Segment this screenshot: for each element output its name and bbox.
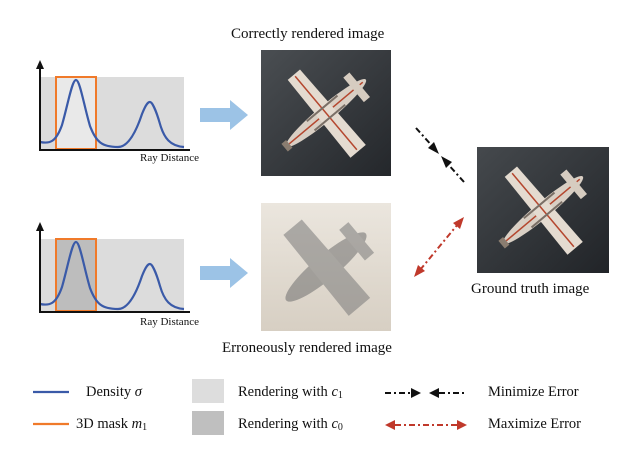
density-legend-label: Density σ xyxy=(86,384,142,400)
airplane-photo-icon xyxy=(498,166,587,255)
right-arrow-icon xyxy=(200,100,248,130)
density-curve xyxy=(39,240,185,311)
mask-legend-label: 3D mask m1 xyxy=(76,416,148,433)
rendering-c0-region xyxy=(55,238,97,312)
bottom-density-plot xyxy=(36,222,190,313)
maximize-error-arrows xyxy=(414,217,464,277)
rendering-c0-legend-label: Rendering with c0 xyxy=(238,416,343,433)
erroneous-render-title: Erroneously rendered image xyxy=(222,340,392,356)
minimize-error-arrows xyxy=(415,127,465,183)
rendering-c1-legend-label: Rendering with c1 xyxy=(238,384,343,401)
density-legend-swatch xyxy=(33,390,69,394)
sigma-symbol: σ xyxy=(134,384,142,400)
mask-region xyxy=(55,76,97,150)
correct-render-title: Correctly rendered image xyxy=(231,26,385,42)
ground-truth-image xyxy=(477,147,609,273)
correct-render-image xyxy=(261,50,391,176)
mask-legend-swatch xyxy=(33,422,69,426)
rendering-c0-legend-swatch xyxy=(192,411,224,435)
minimize-error-legend-icon xyxy=(385,388,467,398)
maximize-error-label: Maximize Error xyxy=(488,416,582,432)
rendering-c1-legend-swatch xyxy=(192,379,224,403)
top-x-axis-label: Ray Distance xyxy=(140,152,199,164)
y-axis-arrow xyxy=(36,222,44,231)
density-curve xyxy=(39,78,185,149)
erroneous-render-image xyxy=(261,203,391,331)
top-density-plot xyxy=(36,60,190,151)
bottom-x-axis-label: Ray Distance xyxy=(140,316,199,328)
right-arrow-icon xyxy=(200,258,248,288)
maximize-error-legend-icon xyxy=(385,420,467,430)
minimize-error-label: Minimize Error xyxy=(488,384,579,400)
ground-truth-title: Ground truth image xyxy=(471,281,590,297)
blurry-airplane-photo-icon xyxy=(283,219,375,316)
airplane-photo-icon xyxy=(281,69,370,158)
y-axis-arrow xyxy=(36,60,44,69)
